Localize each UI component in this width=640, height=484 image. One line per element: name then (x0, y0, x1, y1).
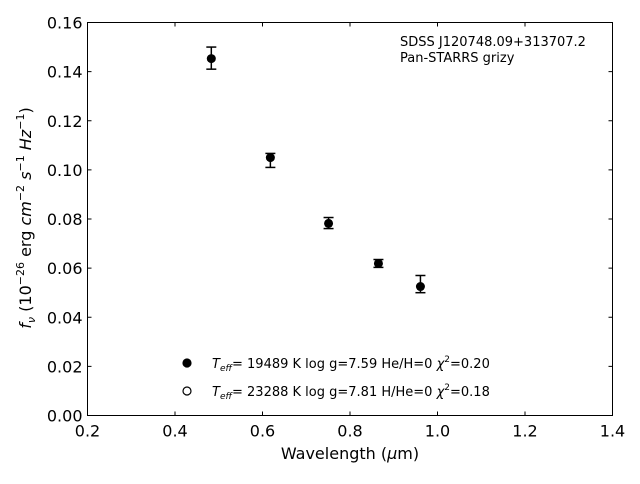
y-tick-label: 0.04 (47, 308, 83, 327)
data-point (415, 282, 425, 292)
y-axis-label: fν (10−26 erg cm−2 s−1 Hz−1) (14, 107, 38, 328)
data-point (324, 218, 334, 228)
x-tick-label: 1.0 (425, 422, 450, 441)
x-tick-label: 0.6 (250, 422, 275, 441)
data-point (265, 153, 275, 163)
data-point (206, 54, 216, 64)
x-tick-label: 1.2 (512, 422, 537, 441)
ticks: 0.2 0.4 0.6 0.8 1.0 1.2 1.4 0.00 0.02 0.04 0.06 0.0… (47, 14, 625, 441)
annotation-object: SDSS J120748.09+313707.2 (400, 35, 586, 50)
legend-label: Teff= 19489 K log g=7.59 He/H=0 χ2=0.20 (212, 355, 490, 374)
data-point (373, 258, 383, 268)
y-tick-label: 0.08 (47, 210, 83, 229)
y-tick-label: 0.02 (47, 357, 83, 376)
y-tick-label: 0.16 (47, 14, 83, 33)
y-tick-label: 0.00 (47, 407, 83, 426)
y-tick-label: 0.14 (47, 63, 83, 82)
x-tick-label: 0.8 (337, 422, 362, 441)
data-points (206, 46, 426, 294)
legend: Teff= 19489 K log g=7.59 He/H=0 χ2=0.20 T… (182, 355, 490, 402)
x-axis-label: Wavelength (μm) (281, 444, 419, 463)
x-tick-label: 0.2 (75, 422, 100, 441)
legend-open-marker (182, 386, 192, 396)
legend-label: Teff= 23288 K log g=7.81 H/He=0 χ2=0.18 (212, 383, 490, 402)
legend-filled-marker (182, 358, 192, 368)
x-tick-label: 0.4 (162, 422, 187, 441)
annotation-survey: Pan-STARRS grizy (400, 51, 515, 66)
y-tick-label: 0.10 (47, 161, 83, 180)
y-tick-label: 0.12 (47, 112, 83, 131)
y-tick-label: 0.06 (47, 259, 83, 278)
x-tick-label: 1.4 (600, 422, 625, 441)
